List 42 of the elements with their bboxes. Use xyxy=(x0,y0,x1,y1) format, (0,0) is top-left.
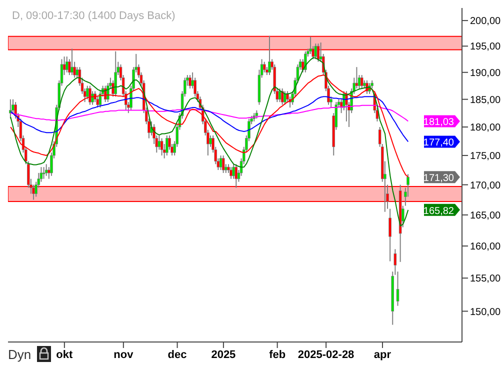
y-tick-label: 200,00 xyxy=(470,16,502,28)
candlestick xyxy=(230,166,232,180)
candlestick xyxy=(219,154,222,171)
y-tick-label: 180,00 xyxy=(470,122,502,134)
y-tick-label: 175,00 xyxy=(470,151,502,162)
x-tick-label: 2025 xyxy=(211,348,236,361)
y-tick-label: 160,00 xyxy=(470,242,502,253)
data-label: 181,03 xyxy=(423,117,454,128)
y-tick-label: 170,00 xyxy=(470,180,502,192)
x-tick-label: feb xyxy=(269,348,286,361)
candlestick xyxy=(160,138,164,156)
data-label: 177,40 xyxy=(423,138,454,149)
y-tick-label: 155,00 xyxy=(470,274,502,285)
candlestick xyxy=(44,164,48,176)
candlestick xyxy=(360,74,364,89)
candlestick xyxy=(70,48,74,76)
candlestick xyxy=(42,166,46,180)
y-tick-label: 195,00 xyxy=(470,42,502,53)
text: 171,30 xyxy=(423,173,454,184)
candlestick xyxy=(65,56,68,73)
x-tick-label: okt xyxy=(56,348,74,361)
candlestick xyxy=(222,154,225,174)
candlestick xyxy=(188,74,192,89)
candlestick xyxy=(283,90,286,106)
y-tick-label: 190,00 xyxy=(470,68,502,79)
y-tick-label: 150,00 xyxy=(470,306,502,318)
y-tick-label: 185,00 xyxy=(470,94,502,106)
candlestick xyxy=(166,134,168,156)
chart-title: D, 09:00-17:30 (1400 Days Back) xyxy=(12,10,176,22)
y-tick-label: 165,00 xyxy=(470,210,502,222)
candlestick xyxy=(278,88,282,103)
x-tick-label: 2025-02-28 xyxy=(298,348,354,361)
data-label: 165,82 xyxy=(423,206,454,217)
x-tick-label: dec xyxy=(168,348,187,361)
candlestick xyxy=(314,43,318,60)
text: Dyn xyxy=(8,346,32,362)
candlestick xyxy=(88,85,92,106)
candlestick xyxy=(268,35,271,76)
x-tick-label: apr xyxy=(374,348,392,361)
candlestick xyxy=(388,208,392,262)
candlestick xyxy=(114,50,117,98)
x-tick-label: nov xyxy=(114,348,134,361)
